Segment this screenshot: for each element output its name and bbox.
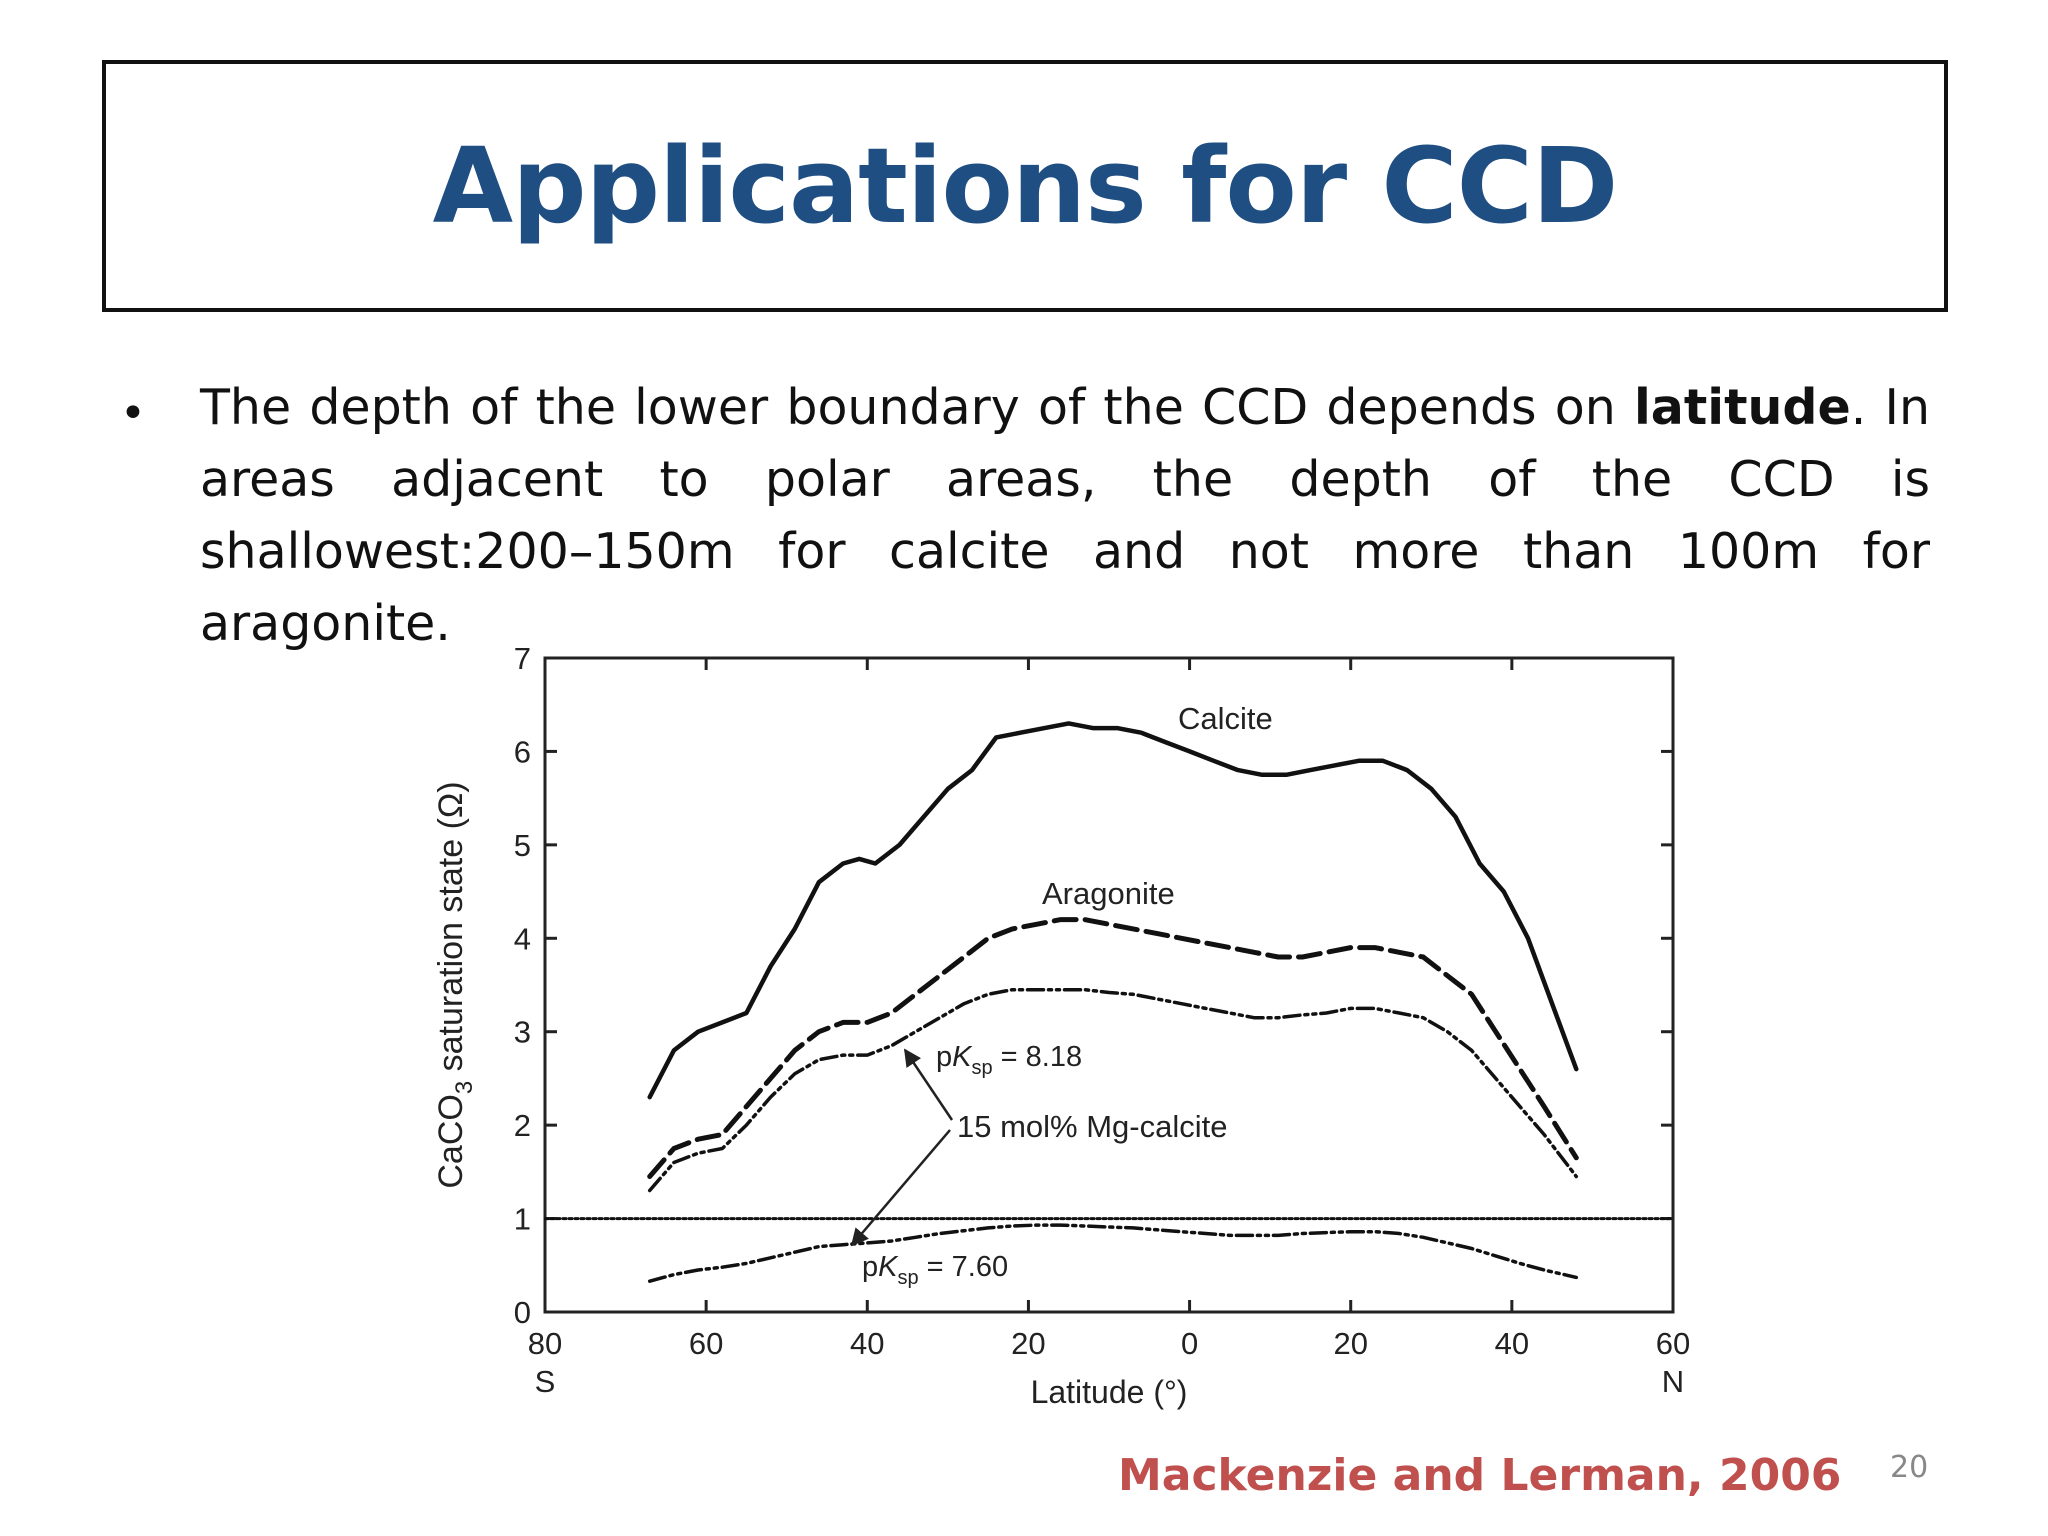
- series-line-1: [647, 917, 1579, 1179]
- slide-title: Applications for CCD: [432, 125, 1619, 247]
- x-tick-label: 60: [689, 1326, 723, 1361]
- annotation-calcite: Calcite: [1178, 701, 1273, 736]
- y-tick-label: 2: [514, 1108, 531, 1143]
- series-line-3: [647, 1223, 1579, 1283]
- citation: Mackenzie and Lerman, 2006: [1118, 1450, 1842, 1501]
- x-tick-label: 40: [850, 1326, 884, 1361]
- bullet-text-before: The depth of the lower boundary of the C…: [200, 379, 1635, 436]
- bullet-paragraph: The depth of the lower boundary of the C…: [200, 372, 1930, 660]
- x-tick-hemisphere: S: [535, 1364, 556, 1399]
- y-tick-label: 4: [514, 921, 531, 956]
- series-line-2: [647, 987, 1579, 1193]
- annotation-pksp-upper: pKsp = 8.18: [936, 1041, 1082, 1079]
- annotation-mg-calcite: 15 mol% Mg-calcite: [957, 1109, 1227, 1144]
- y-axis-label-rest: saturation state (Ω): [432, 781, 470, 1080]
- bullet-text-bold: latitude: [1634, 379, 1851, 436]
- x-tick-label: 40: [1495, 1326, 1529, 1361]
- y-axis-label-main: CaCO: [432, 1094, 470, 1188]
- y-axis-ticks: 0 1 2 3 4 5 6 7: [514, 641, 1673, 1330]
- series-line-0: [647, 721, 1579, 1100]
- arrow-to-lower-curve: [850, 1129, 951, 1247]
- y-tick-label: 7: [514, 641, 531, 676]
- annotation-aragonite: Aragonite: [1042, 876, 1175, 911]
- bullet-marker: •: [120, 388, 146, 439]
- x-tick-label: 20: [1333, 1326, 1367, 1361]
- page-number: 20: [1890, 1450, 1929, 1485]
- y-tick-label: 5: [514, 828, 531, 863]
- y-tick-label: 0: [514, 1295, 531, 1330]
- title-box: Applications for CCD: [102, 60, 1948, 312]
- x-tick-label: 60: [1656, 1326, 1690, 1361]
- x-tick-hemisphere: N: [1662, 1364, 1684, 1399]
- y-tick-label: 3: [514, 1015, 531, 1050]
- x-tick-label: 80: [528, 1326, 562, 1361]
- y-tick-label: 1: [514, 1202, 531, 1237]
- series-layer: [543, 721, 1675, 1283]
- y-axis-label-subscript: 3: [451, 1081, 478, 1094]
- arrow-to-upper-curve: [903, 1048, 954, 1121]
- y-axis-label: CaCO3 saturation state (Ω): [432, 781, 478, 1188]
- y-tick-label: 6: [514, 734, 531, 769]
- annotation-pksp-lower: pKsp = 7.60: [862, 1251, 1008, 1289]
- plot-frame: [543, 656, 1675, 1314]
- x-tick-label: 0: [1181, 1326, 1198, 1361]
- x-axis-label: Latitude (°): [1031, 1374, 1188, 1410]
- x-tick-label: 20: [1011, 1326, 1045, 1361]
- bullet-text-after: . In areas adjacent to polar areas, the …: [200, 379, 1930, 652]
